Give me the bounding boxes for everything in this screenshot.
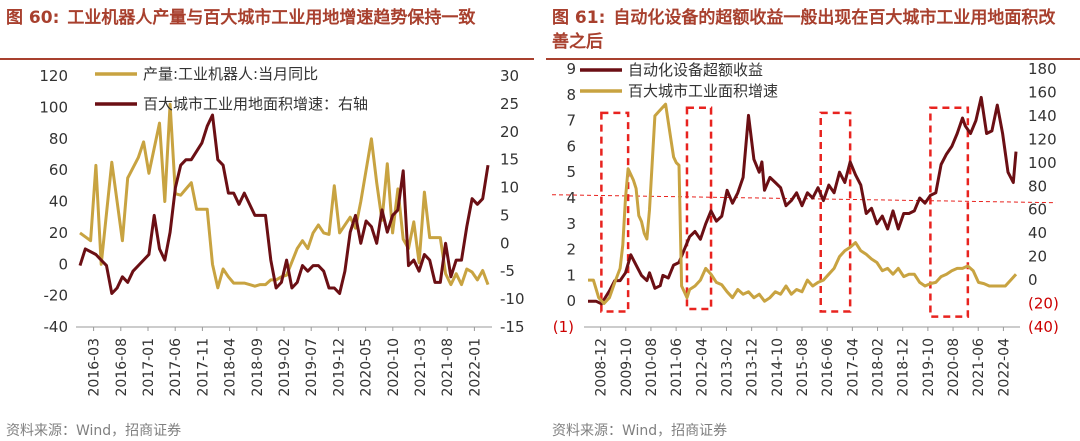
left-y-left-tick-label: 20 — [49, 224, 68, 242]
left-y-right-tick-label: 25 — [500, 95, 519, 113]
left-x-tick-label: 2020-05 — [359, 338, 375, 397]
right-y-left-tick-label: 7 — [566, 112, 576, 130]
left-y-left-tick-label: 60 — [49, 161, 68, 179]
left-x-tick-label: 2016-08 — [114, 338, 130, 397]
right-highlight-box — [685, 106, 713, 311]
left-x-tick-label: 2019-12 — [331, 338, 347, 397]
right-highlight-box — [600, 111, 630, 313]
right-x-tick-label: 2014-10 — [770, 338, 786, 397]
right-x-tick-label: 2011-06 — [669, 338, 685, 397]
right-x-tick-label: 2017-04 — [845, 338, 861, 397]
left-y-left-tick-label: -40 — [44, 318, 69, 336]
left-y-left-tick-label: 40 — [49, 193, 68, 211]
right-series-line-1 — [588, 95, 1018, 306]
left-legend-label-1: 产量:工业机器人:当月同比 — [143, 65, 318, 83]
right-x-tick-label: 2020-08 — [946, 338, 962, 397]
right-y-right-negative-label: (40) — [1028, 318, 1059, 336]
right-y-right-tick-label: 40 — [1028, 224, 1047, 242]
left-x-tick-label: 2019-02 — [277, 338, 293, 397]
left-y-right-tick-label: -5 — [500, 262, 515, 280]
right-y-left-tick-label: 8 — [566, 86, 576, 104]
right-x-tick-label: 2015-08 — [795, 338, 811, 397]
right-y-left-tick-label: 0 — [566, 292, 576, 310]
left-title-text: 工业机器人产量与百大城市工业用地增速趋势保持一致 — [67, 8, 476, 28]
left-x-tick-label: 2017-01 — [141, 338, 157, 397]
right-title-text: 自动化设备的超额收益一般出现在百大城市工业用地面积改善之后 — [552, 8, 1056, 52]
right-highlight-box — [819, 111, 852, 313]
left-y-right-tick-label: 15 — [500, 151, 519, 169]
right-x-tick-label: 2010-08 — [644, 338, 660, 397]
left-title-rule — [0, 58, 534, 60]
right-y-right-tick-label: 80 — [1028, 177, 1047, 195]
left-x-tick-label: 2020-10 — [386, 338, 402, 397]
right-y-left-tick-label: 9 — [566, 60, 576, 78]
left-y-right-tick-label: 0 — [500, 234, 510, 252]
left-y-right-tick-label: 5 — [500, 206, 510, 224]
right-y-left-tick-label: 6 — [566, 137, 576, 155]
left-series-line-2 — [78, 113, 490, 295]
right-x-tick-label: 2012-04 — [694, 338, 710, 397]
right-y-left-tick-label: 1 — [566, 266, 576, 284]
left-x-tick-label: 2017-11 — [195, 338, 211, 397]
right-legend-label-2: 百大城市工业面积增速 — [628, 82, 778, 100]
right-y-right-tick-label: 100 — [1028, 154, 1057, 172]
left-x-tick-label: 2016-03 — [87, 338, 103, 397]
left-legend-label-2: 百大城市工业用地面积增速：右轴 — [143, 95, 368, 113]
right-x-tick-label: 2021-06 — [971, 338, 987, 397]
right-legend-label-1: 自动化设备超额收益 — [628, 61, 763, 79]
left-y-right-tick-label: -15 — [500, 318, 525, 336]
left-x-tick-label: 2021-08 — [440, 338, 456, 397]
right-y-right-negative-label: (20) — [1028, 295, 1059, 313]
right-source-note: 资料来源：Wind，招商证券 — [552, 423, 728, 439]
right-x-tick-label: 2018-12 — [896, 338, 912, 397]
right-x-tick-label: 2018-02 — [871, 338, 887, 397]
right-y-right-tick-label: 0 — [1028, 271, 1038, 289]
right-y-left-tick-label: 5 — [566, 163, 576, 181]
right-x-tick-label: 2008-12 — [594, 338, 610, 397]
right-x-tick-label: 2022-04 — [996, 338, 1012, 397]
left-x-tick-label: 2021-03 — [413, 338, 429, 397]
left-series-line-1 — [79, 102, 490, 290]
right-y-left-tick-label: 3 — [566, 215, 576, 233]
right-x-tick-label: 2019-10 — [921, 338, 937, 397]
right-y-right-tick-label: 60 — [1028, 201, 1047, 219]
right-series-line-2 — [588, 102, 1018, 305]
right-highlight-box — [929, 106, 970, 318]
right-y-right-tick-label: 180 — [1028, 60, 1057, 78]
left-x-tick-label: 2022-01 — [467, 338, 483, 397]
left-source-note: 资料来源：Wind，招商证券 — [6, 423, 182, 439]
left-figure-number: 图 60: — [6, 8, 60, 28]
left-y-right-tick-label: 10 — [500, 179, 519, 197]
right-y-left-tick-label: 4 — [566, 189, 576, 207]
left-y-left-tick-label: 0 — [58, 255, 68, 273]
left-x-tick-label: 2018-09 — [250, 338, 266, 397]
left-y-left-tick-label: 80 — [49, 130, 68, 148]
left-y-left-tick-label: 100 — [39, 98, 68, 116]
right-y-left-negative-label: (1) — [553, 318, 574, 336]
right-y-right-tick-label: 120 — [1028, 130, 1057, 148]
right-figure-number: 图 61: — [552, 8, 606, 28]
right-x-tick-label: 2016-06 — [820, 338, 836, 397]
right-y-right-tick-label: 20 — [1028, 248, 1047, 266]
left-y-right-tick-label: -10 — [500, 290, 525, 308]
right-chart-title: 图 61: 自动化设备的超额收益一般出现在百大城市工业用地面积改善之后 — [552, 6, 1072, 54]
left-chart-title: 图 60: 工业机器人产量与百大城市工业用地增速趋势保持一致 — [6, 6, 506, 30]
right-x-tick-label: 2013-02 — [719, 338, 735, 397]
left-y-right-tick-label: 30 — [500, 67, 519, 85]
left-x-tick-label: 2019-07 — [304, 338, 320, 397]
right-y-left-tick-label: 2 — [566, 241, 576, 259]
right-x-tick-label: 2009-10 — [619, 338, 635, 397]
right-y-right-tick-label: 140 — [1028, 107, 1057, 125]
left-y-left-tick-label: 120 — [39, 67, 68, 85]
right-y-right-tick-label: 160 — [1028, 83, 1057, 101]
right-x-tick-label: 2013-12 — [745, 338, 761, 397]
left-x-tick-label: 2017-06 — [168, 338, 184, 397]
left-y-right-tick-label: 20 — [500, 123, 519, 141]
left-x-tick-label: 2018-04 — [223, 338, 239, 397]
left-y-left-tick-label: -20 — [44, 287, 69, 305]
right-title-rule — [546, 58, 1080, 60]
